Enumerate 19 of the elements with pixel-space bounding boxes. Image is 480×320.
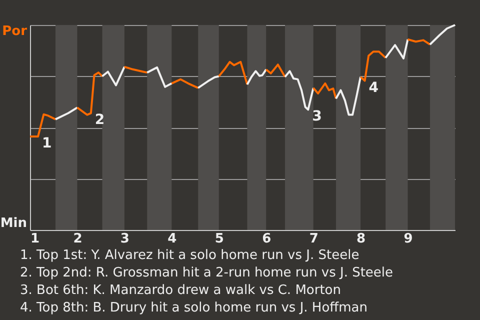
x-tick-label: 7 [309,232,318,246]
x-tick-label: 1 [30,232,40,246]
text: 3. Bot 6th: K. Manzardo drew a walk vs C. Morton [20,283,342,298]
text: Min [0,216,27,231]
x-tick-label: 5 [214,232,224,246]
x-tick-label: 8 [356,232,366,246]
x-tick-label: 9 [404,232,413,246]
x-tick-label: 3 [120,232,130,246]
text: 4. Top 8th: B. Drury hit a solo home run vs J. Hoffman [20,300,368,316]
annotation: 1 [42,136,52,152]
annotation: 2 [94,112,105,128]
text: 1. Top 1st: Y. Alvarez hit a solo home run vs J. Steele [20,248,360,263]
text: Por [2,24,28,39]
annotation: 3 [312,108,322,125]
x-tick-label: 2 [73,232,82,246]
text: 2. Top 2nd: R. Grossman hit a 2-run home run vs J. Steele [20,266,394,280]
x-tick-label: 6 [262,232,272,246]
annotation: 4 [368,80,379,96]
x-tick-label: 4 [168,232,177,246]
